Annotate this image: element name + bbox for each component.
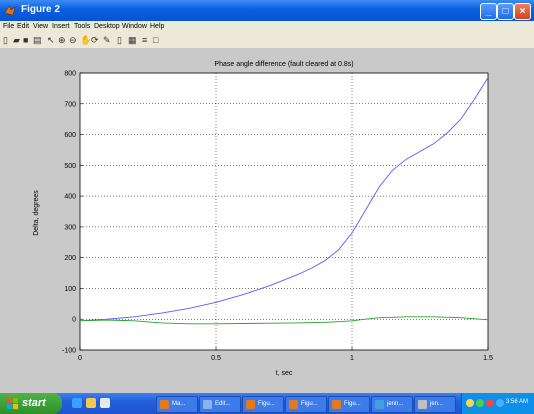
y-tick-label: 700 (64, 101, 76, 108)
x-axis-label: t, sec (276, 370, 293, 377)
series-line-2 (79, 316, 489, 325)
taskbar-app-icon (332, 400, 341, 409)
taskbar-button-7[interactable]: jen... (414, 396, 456, 413)
figure-canvas: Phase angle difference (fault cleared at… (0, 48, 534, 393)
taskbar-button-label: Ma... (172, 401, 186, 407)
y-tick-label: 200 (64, 255, 76, 262)
y-tick-label: 500 (64, 163, 76, 170)
taskbar-button-label: Figu... (344, 401, 361, 407)
close-button[interactable]: × (514, 3, 531, 20)
series-lines (79, 77, 489, 325)
print-icon[interactable]: ▤ (33, 35, 42, 45)
media-quicklaunch-icon[interactable] (100, 398, 110, 408)
taskbar-button-6[interactable]: jenn... (371, 396, 413, 413)
rotate-icon[interactable]: ⟳ (91, 35, 99, 45)
save-icon[interactable]: ■ (23, 35, 29, 45)
y-tick-label: -100 (62, 348, 76, 355)
tray-icon-4[interactable] (496, 399, 504, 407)
taskbar-button-4[interactable]: Figu... (285, 396, 327, 413)
maximize-icon: □ (502, 6, 509, 17)
tray-icon-1[interactable] (466, 399, 474, 407)
clock: 3:56 AM (506, 399, 529, 405)
menu-file[interactable]: File (3, 23, 15, 30)
taskbar-button-label: jenn... (387, 401, 404, 407)
series-line-1 (79, 77, 489, 322)
maximize-button[interactable]: □ (497, 3, 514, 20)
open-icon[interactable]: ▰ (13, 35, 20, 45)
zoom-in-icon[interactable]: ⊕ (58, 35, 66, 45)
plot-svg: Phase angle difference (fault cleared at… (33, 61, 493, 377)
taskbar-app-icon (418, 400, 427, 409)
matlab-figure-window: Figure 2 _ □ × File Edit View Insert Too… (0, 0, 534, 393)
figure-toolbar: ▯ ▰ ■ ▤ ↖ ⊕ ⊖ ✋ ⟳ ✎ ▯ ▦ ≡ □ (0, 33, 534, 47)
ie-quicklaunch-icon[interactable] (72, 398, 82, 408)
minimize-button[interactable]: _ (480, 3, 497, 20)
x-tick-label: 0 (78, 355, 82, 362)
x-tick-label: 0.5 (211, 355, 221, 362)
colorbar-icon[interactable]: ▯ (117, 35, 122, 45)
x-tick-label: 1 (350, 355, 354, 362)
axes-box[interactable] (79, 72, 489, 351)
menu-edit[interactable]: Edit (17, 23, 30, 30)
grid-icon[interactable]: ≡ (142, 35, 148, 45)
taskbar-button-label: Figu... (258, 401, 275, 407)
taskbar-button-label: jen... (430, 401, 444, 407)
taskbar-button-label: Figu... (301, 401, 318, 407)
y-tick-label: 400 (64, 194, 76, 201)
pan-icon[interactable]: ✋ (80, 35, 92, 45)
windows-flag-icon (7, 398, 18, 409)
close-icon: × (519, 6, 526, 17)
grid-lines (80, 73, 488, 350)
folder-quicklaunch-icon[interactable] (86, 398, 96, 408)
taskbar-button-2[interactable]: Edit... (199, 396, 241, 413)
tray-icon-2[interactable] (476, 399, 484, 407)
tray-icon-3[interactable] (486, 399, 494, 407)
y-tick-label: 600 (64, 132, 76, 139)
data-cursor-icon[interactable]: ✎ (103, 35, 111, 45)
y-axis-label: Delta, degrees (33, 190, 40, 236)
window-title: Figure 2 (21, 4, 60, 15)
menu-window[interactable]: Window (122, 23, 147, 30)
taskbar-app-icon (375, 400, 384, 409)
menu-help[interactable]: Help (150, 23, 165, 30)
y-tick-label: 0 (72, 317, 76, 324)
menu-desktop[interactable]: Desktop (94, 23, 120, 30)
plot-tools-icon[interactable]: □ (153, 35, 159, 45)
menu-view[interactable]: View (33, 23, 49, 30)
windows-taskbar: start Ma... Edit... Figu... Figu... Figu... j… (0, 393, 534, 414)
minimize-icon: _ (485, 6, 492, 17)
y-tick-label: 100 (64, 286, 76, 293)
taskbar-button-3[interactable]: Figu... (242, 396, 284, 413)
title-bar[interactable]: Figure 2 _ □ × (0, 0, 534, 21)
menu-tools[interactable]: Tools (74, 23, 91, 30)
y-tick-label: 300 (64, 224, 76, 231)
taskbar-button-label: Edit... (215, 401, 231, 407)
matlab-app-icon (4, 5, 16, 16)
taskbar-app-icon (160, 400, 169, 409)
x-tick-label: 1.5 (483, 355, 493, 362)
arrow-icon[interactable]: ↖ (47, 35, 55, 45)
start-label: start (22, 397, 46, 409)
zoom-out-icon[interactable]: ⊖ (69, 35, 77, 45)
start-button[interactable]: start (0, 393, 62, 414)
taskbar-app-icon (246, 400, 255, 409)
taskbar-app-icon (289, 400, 298, 409)
system-tray: 3:56 AM (461, 393, 534, 414)
legend-icon[interactable]: ▦ (128, 35, 137, 45)
menu-insert[interactable]: Insert (52, 23, 70, 30)
taskbar-button-5[interactable]: Figu... (328, 396, 370, 413)
y-tick-label: 800 (64, 71, 76, 78)
menu-bar: File Edit View Insert Tools Desktop Wind… (0, 21, 534, 33)
chart-title: Phase angle difference (fault cleared at… (214, 61, 353, 68)
taskbar-button-1[interactable]: Ma... (156, 396, 198, 413)
taskbar-app-icon (203, 400, 212, 409)
new-icon[interactable]: ▯ (3, 35, 8, 45)
